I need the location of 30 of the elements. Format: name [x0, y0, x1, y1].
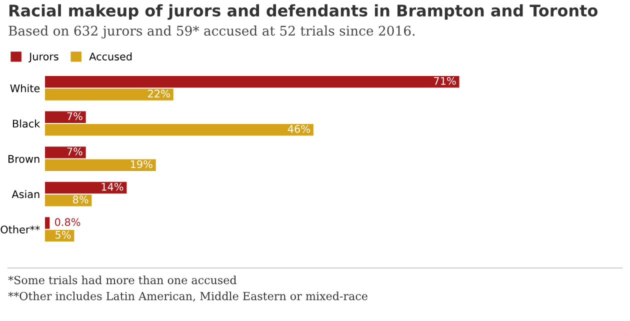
data-label: 22%	[148, 90, 170, 98]
data-label: 19%	[130, 160, 152, 168]
bar	[45, 159, 156, 171]
y-tick-label: Brown	[8, 155, 40, 163]
data-label: 46%	[288, 124, 310, 133]
y-tick-label: Other**	[0, 225, 40, 234]
bar	[45, 111, 86, 123]
bar	[45, 182, 127, 194]
data-label: 7%	[67, 148, 82, 156]
data-label: 0.8%	[54, 218, 80, 226]
bar	[45, 76, 460, 88]
legend-label: Jurors	[28, 52, 58, 62]
data-label: 5%	[56, 230, 71, 239]
y-tick-label: Black	[12, 120, 40, 128]
chart-title: Racial makeup of jurors and defendants in Brampton and Toronto	[9, 4, 598, 20]
legend-label: Accused	[89, 52, 132, 60]
y-tick-label: White	[10, 84, 40, 92]
chart-subtitle: Based on 632 jurors and 59* accused at 52 trials since 2016.	[8, 26, 414, 38]
bar	[45, 217, 50, 229]
bar	[45, 146, 86, 158]
text: *Some trials had more than one accused	[8, 276, 236, 284]
data-label: 7%	[67, 112, 82, 120]
bar	[45, 194, 92, 206]
bar	[45, 124, 314, 136]
y-tick-label: Asian	[12, 190, 40, 198]
data-label: 71%	[434, 76, 456, 85]
data-label: 14%	[102, 182, 124, 191]
data-label: 8%	[72, 196, 88, 204]
text: **Other includes Latin American, Middle Eastern or mixed-race	[8, 292, 368, 302]
bar	[45, 88, 174, 100]
